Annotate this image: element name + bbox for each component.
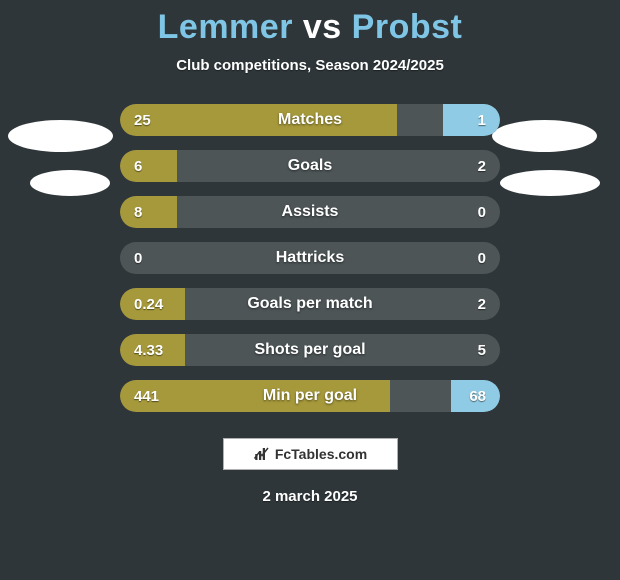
decorative-ellipse [30, 170, 110, 196]
stat-row: 80Assists [120, 196, 500, 228]
decorative-ellipse [8, 120, 113, 152]
stat-label: Goals [120, 157, 500, 175]
decorative-ellipse [500, 170, 600, 196]
stat-label: Matches [120, 111, 500, 129]
stat-label: Assists [120, 203, 500, 221]
title-vs: vs [303, 8, 342, 46]
chart-icon [253, 445, 271, 463]
stat-label: Shots per goal [120, 341, 500, 359]
stat-label: Goals per match [120, 295, 500, 313]
stat-row: 00Hattricks [120, 242, 500, 274]
stat-label: Min per goal [120, 387, 500, 405]
stat-row: 44168Min per goal [120, 380, 500, 412]
decorative-ellipse [492, 120, 597, 152]
date-text: 2 march 2025 [0, 488, 620, 505]
stat-row: 4.335Shots per goal [120, 334, 500, 366]
stats-table: 251Matches 62Goals 80Assists 00Hattricks 0.2… [120, 104, 500, 412]
comparison-card: Lemmer vs Probst Club competitions, Seas… [0, 0, 620, 580]
stat-row: 251Matches [120, 104, 500, 136]
page-title: Lemmer vs Probst [0, 8, 620, 47]
brand-text: FcTables.com [275, 446, 367, 462]
stat-row: 0.242Goals per match [120, 288, 500, 320]
stat-label: Hattricks [120, 249, 500, 267]
title-left-name: Lemmer [158, 8, 293, 46]
subtitle: Club competitions, Season 2024/2025 [0, 57, 620, 74]
stat-row: 62Goals [120, 150, 500, 182]
title-right-name: Probst [352, 8, 463, 46]
brand-box[interactable]: FcTables.com [223, 438, 398, 470]
